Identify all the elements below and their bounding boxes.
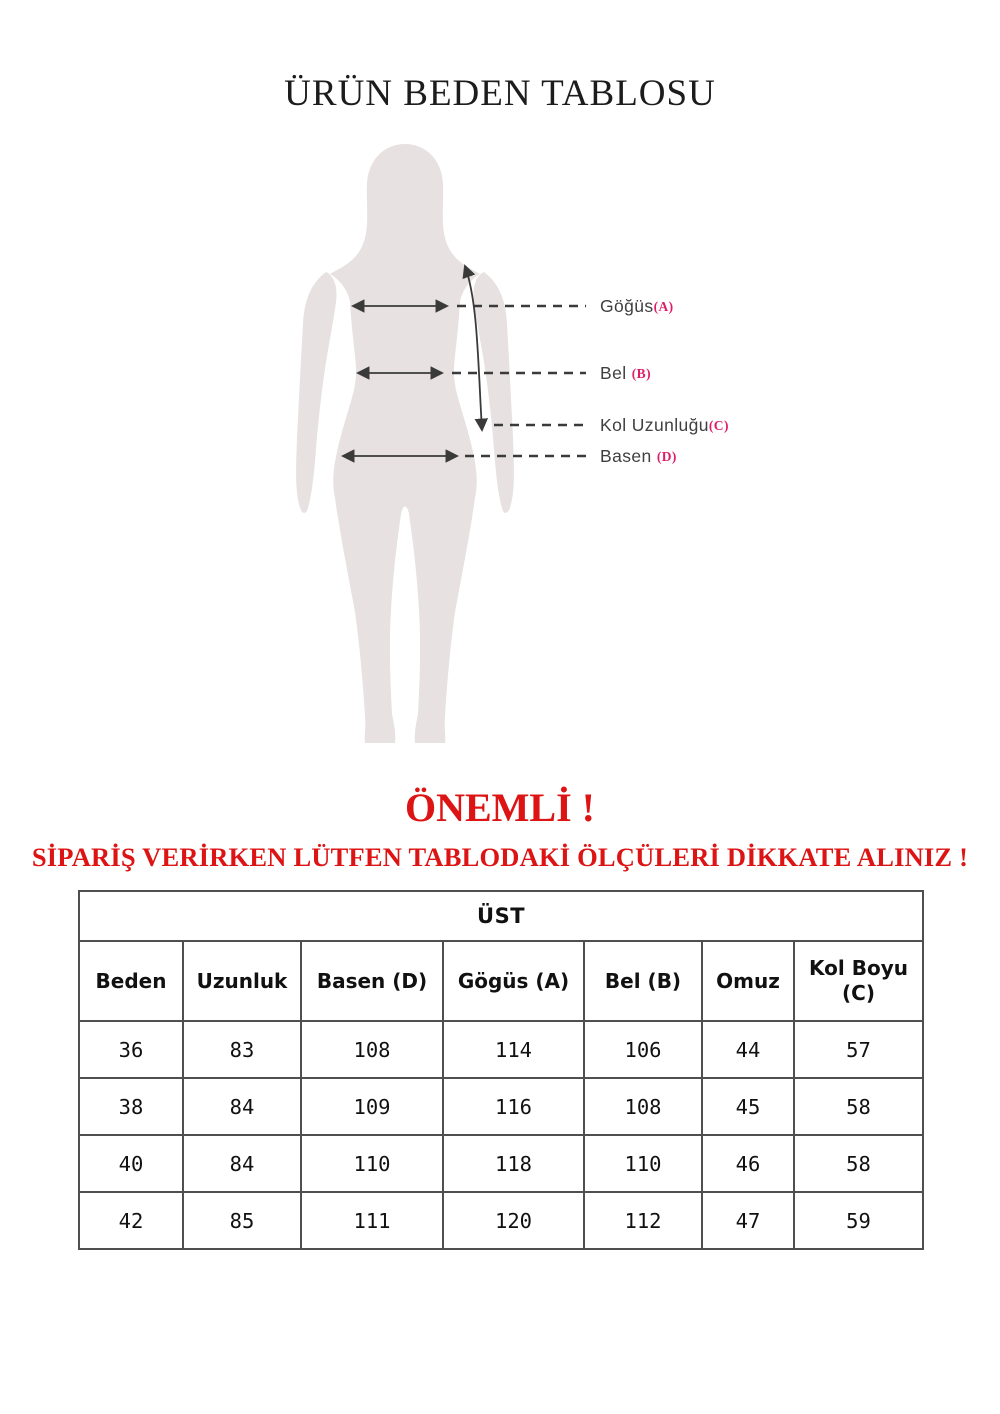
measurement-diagram-svg: [296, 144, 586, 743]
label-waist: Bel (B): [600, 363, 651, 384]
cell-beden: 42: [78, 1191, 184, 1250]
col-header-uzunluk: Uzunluk: [182, 940, 302, 1022]
label-waist-letter: (B): [631, 366, 651, 381]
label-sleeve: Kol Uzunluğu(C): [600, 415, 729, 436]
cell-kol-boyu: 58: [792, 1134, 925, 1193]
table-group-header-row: ÜST: [77, 890, 925, 942]
label-hip-text: Basen: [600, 446, 657, 466]
cell-basen: 111: [300, 1191, 444, 1250]
important-heading: ÖNEMLİ !: [405, 785, 595, 830]
cell-omuz: 45: [701, 1077, 795, 1136]
col-header-kol-boyu: Kol Boyu (C): [792, 940, 925, 1022]
label-hip-letter: (D): [656, 449, 677, 464]
cell-omuz: 46: [701, 1134, 795, 1193]
silhouette-left-arm: [296, 272, 337, 513]
table-group-header: ÜST: [77, 890, 925, 942]
cell-bel: 106: [583, 1020, 703, 1079]
table-row: 38 84 109 116 108 45 58: [78, 1077, 925, 1136]
cell-bel: 110: [583, 1134, 703, 1193]
page-title: ÜRÜN BEDEN TABLOSU: [284, 73, 716, 114]
label-chest-text: Göğüs: [600, 296, 654, 316]
cell-beden: 36: [78, 1020, 184, 1079]
cell-uzunluk: 85: [182, 1191, 302, 1250]
cell-uzunluk: 83: [182, 1020, 302, 1079]
col-header-beden: Beden: [78, 940, 184, 1022]
cell-bel: 112: [583, 1191, 703, 1250]
measurement-diagram: Göğüs(A) Bel (B) Kol Uzunluğu(C) Basen (…: [296, 144, 729, 743]
cell-gogus: 120: [442, 1191, 585, 1250]
col-header-bel: Bel (B): [583, 940, 703, 1022]
important-warning-text: SİPARİŞ VERİRKEN LÜTFEN TABLODAKİ ÖLÇÜLE…: [31, 842, 969, 872]
cell-beden: 40: [78, 1134, 184, 1193]
cell-gogus: 116: [442, 1077, 585, 1136]
col-header-gogus: Gögüs (A): [442, 940, 585, 1022]
table-row: 40 84 110 118 110 46 58: [78, 1134, 925, 1193]
female-silhouette: [296, 144, 514, 743]
cell-omuz: 47: [701, 1191, 795, 1250]
cell-kol-boyu: 57: [792, 1020, 925, 1079]
label-sleeve-letter: (C): [708, 418, 729, 433]
cell-omuz: 44: [701, 1020, 795, 1079]
cell-gogus: 118: [442, 1134, 585, 1193]
label-hip: Basen (D): [600, 446, 677, 467]
cell-beden: 38: [78, 1077, 184, 1136]
cell-uzunluk: 84: [182, 1077, 302, 1136]
cell-kol-boyu: 58: [792, 1077, 925, 1136]
size-table: ÜST Beden Uzunluk Basen (D) Gögüs (A) Be…: [77, 890, 925, 1250]
cell-gogus: 114: [442, 1020, 585, 1079]
col-header-omuz: Omuz: [701, 940, 795, 1022]
label-chest-letter: (A): [653, 299, 674, 314]
cell-basen: 110: [300, 1134, 444, 1193]
col-header-basen: Basen (D): [300, 940, 444, 1022]
sleeve-length-arrow: [462, 264, 489, 433]
cell-basen: 108: [300, 1020, 444, 1079]
silhouette-body: [330, 144, 480, 743]
label-sleeve-text: Kol Uzunluğu: [600, 415, 709, 435]
table-column-header-row: Beden Uzunluk Basen (D) Gögüs (A) Bel (B…: [78, 940, 925, 1022]
label-chest: Göğüs(A): [600, 296, 674, 317]
cell-bel: 108: [583, 1077, 703, 1136]
cell-kol-boyu: 59: [792, 1191, 925, 1250]
table-row: 42 85 111 120 112 47 59: [78, 1191, 925, 1250]
table-row: 36 83 108 114 106 44 57: [78, 1020, 925, 1079]
cell-uzunluk: 84: [182, 1134, 302, 1193]
label-waist-text: Bel: [600, 363, 632, 383]
cell-basen: 109: [300, 1077, 444, 1136]
